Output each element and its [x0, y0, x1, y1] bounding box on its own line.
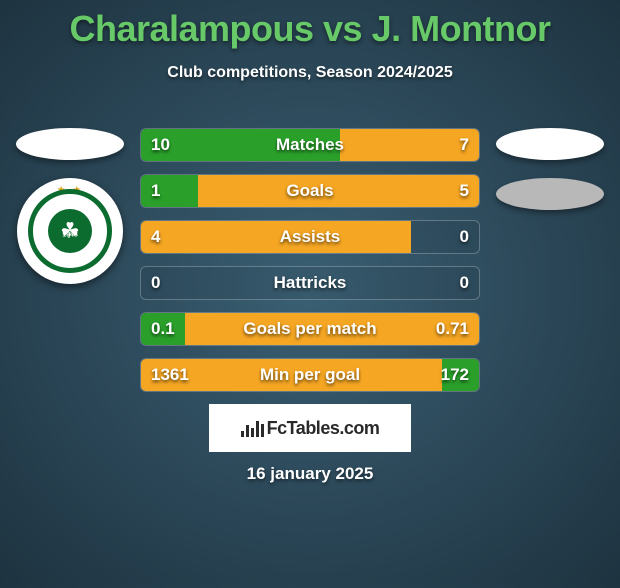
- stat-label: Goals: [286, 181, 333, 201]
- stat-row: 10 7 Matches: [140, 128, 480, 162]
- right-club-placeholder: [496, 178, 604, 210]
- stat-value-left: 0.1: [151, 319, 175, 339]
- stat-label: Min per goal: [260, 365, 360, 385]
- stat-value-right: 7: [460, 135, 469, 155]
- stat-value-right: 0: [460, 227, 469, 247]
- fctables-logo: FcTables.com: [209, 404, 411, 452]
- stat-value-left: 0: [151, 273, 160, 293]
- logo-text: FcTables.com: [267, 418, 380, 439]
- stat-value-left: 10: [151, 135, 170, 155]
- stat-label: Hattricks: [274, 273, 347, 293]
- bar-chart-icon: [241, 419, 265, 437]
- stat-bar-left: [141, 175, 198, 207]
- stat-value-right: 0.71: [436, 319, 469, 339]
- comparison-bars: 10 7 Matches 1 5 Goals 4 0 Assists 0 0 Hattricks 0.1…: [140, 128, 480, 404]
- snapshot-date: 16 january 2025: [247, 464, 374, 484]
- stat-row: 0 0 Hattricks: [140, 266, 480, 300]
- stat-label: Matches: [276, 135, 344, 155]
- stat-row: 1 5 Goals: [140, 174, 480, 208]
- stat-value-right: 5: [460, 181, 469, 201]
- crest-center: ☘ 1948: [48, 209, 92, 253]
- stat-bar-left: [141, 221, 411, 253]
- crest-ring: ☘ 1948: [28, 189, 112, 273]
- stat-row: 0.1 0.71 Goals per match: [140, 312, 480, 346]
- stat-value-left: 1361: [151, 365, 189, 385]
- stat-value-right: 172: [441, 365, 469, 385]
- stat-bar-right: [198, 175, 479, 207]
- left-club-crest: ★ ★ ☘ 1948: [17, 178, 123, 284]
- page-subtitle: Club competitions, Season 2024/2025: [0, 64, 620, 82]
- stat-value-right: 0: [460, 273, 469, 293]
- stat-row: 1361 172 Min per goal: [140, 358, 480, 392]
- left-flag-placeholder: [16, 128, 124, 160]
- stat-value-left: 1: [151, 181, 160, 201]
- stat-label: Assists: [280, 227, 340, 247]
- right-flag-placeholder-1: [496, 128, 604, 160]
- right-column: [480, 128, 620, 228]
- crest-year: 1948: [62, 232, 78, 239]
- left-column: ★ ★ ☘ 1948: [0, 128, 140, 284]
- stat-row: 4 0 Assists: [140, 220, 480, 254]
- stat-value-left: 4: [151, 227, 160, 247]
- stat-bar-right: [340, 129, 479, 161]
- page-title: Charalampous vs J. Montnor: [0, 8, 620, 50]
- stat-label: Goals per match: [243, 319, 376, 339]
